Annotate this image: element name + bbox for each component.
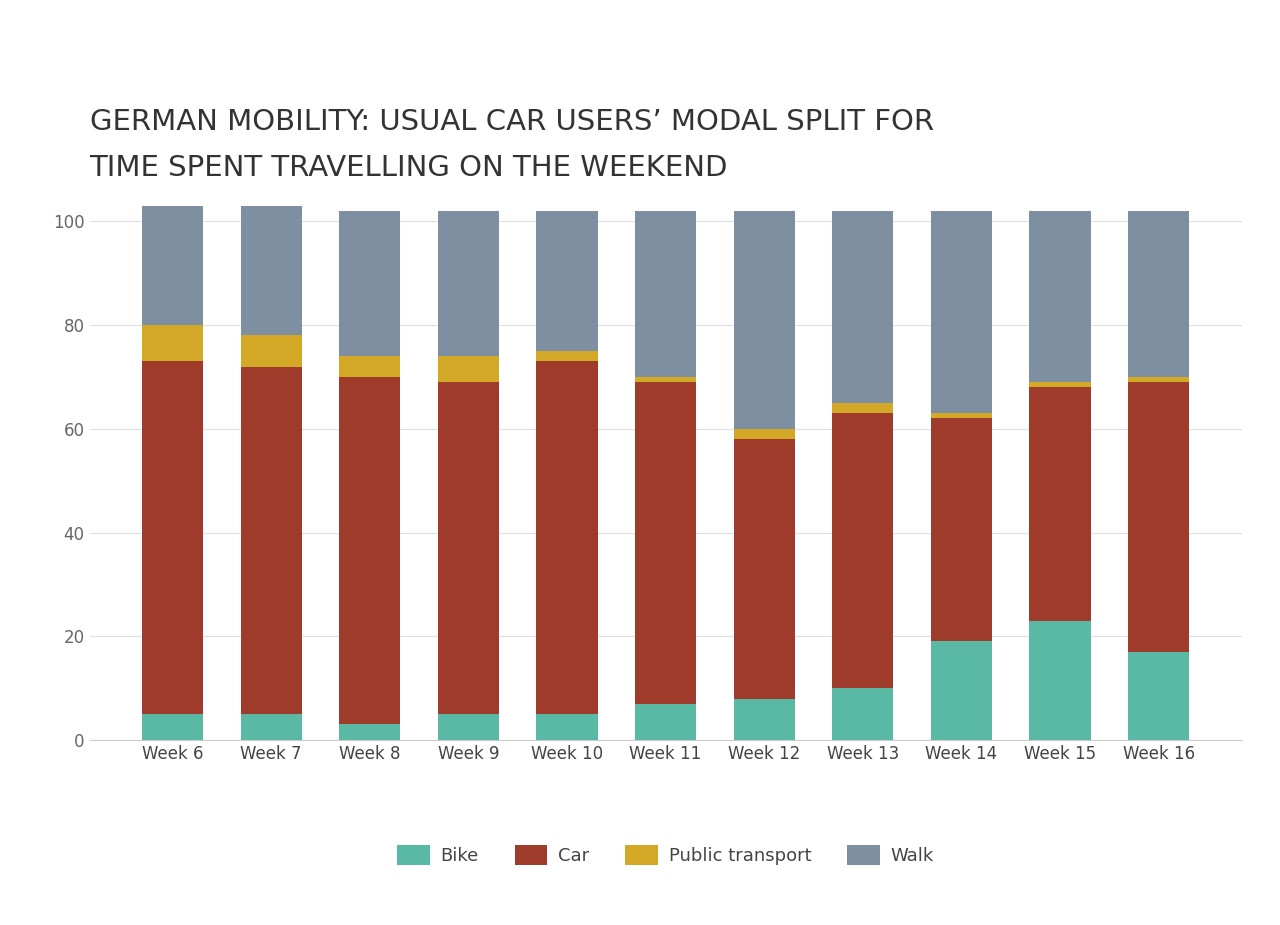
Bar <box>635 704 696 740</box>
Bar <box>438 714 499 740</box>
Bar <box>438 356 499 382</box>
Bar <box>142 362 204 714</box>
Bar <box>142 205 204 325</box>
Bar <box>733 429 795 439</box>
Legend: Bike, Car, Public transport, Walk: Bike, Car, Public transport, Walk <box>390 838 941 872</box>
Text: GERMAN MOBILITY: USUAL CAR USERS’ MODAL SPLIT FOR: GERMAN MOBILITY: USUAL CAR USERS’ MODAL … <box>90 107 933 135</box>
Bar <box>241 366 302 714</box>
Bar <box>536 714 598 740</box>
Bar <box>339 376 401 724</box>
Bar <box>1128 382 1189 652</box>
Bar <box>931 211 992 413</box>
Bar <box>733 698 795 740</box>
Bar <box>438 211 499 356</box>
Bar <box>635 382 696 704</box>
Bar <box>339 211 401 356</box>
Bar <box>733 211 795 429</box>
Bar <box>931 418 992 641</box>
Bar <box>1029 382 1091 388</box>
Bar <box>1128 211 1189 376</box>
Bar <box>339 356 401 376</box>
Bar <box>241 205 302 336</box>
Bar <box>241 336 302 366</box>
Bar <box>1029 211 1091 382</box>
Bar <box>832 403 893 413</box>
Bar <box>832 413 893 688</box>
Bar <box>142 714 204 740</box>
Bar <box>635 211 696 376</box>
Bar <box>832 211 893 403</box>
Bar <box>1128 652 1189 740</box>
Bar <box>1128 376 1189 382</box>
Bar <box>931 641 992 740</box>
Bar <box>1029 388 1091 621</box>
Bar <box>733 439 795 698</box>
Bar <box>1029 621 1091 740</box>
Bar <box>931 413 992 418</box>
Bar <box>241 714 302 740</box>
Bar <box>438 382 499 714</box>
Bar <box>635 376 696 382</box>
Bar <box>536 362 598 714</box>
Bar <box>536 211 598 351</box>
Bar <box>339 724 401 740</box>
Text: TIME SPENT TRAVELLING ON THE WEEKEND: TIME SPENT TRAVELLING ON THE WEEKEND <box>90 154 728 181</box>
Bar <box>142 325 204 362</box>
Bar <box>536 351 598 362</box>
Bar <box>832 688 893 740</box>
